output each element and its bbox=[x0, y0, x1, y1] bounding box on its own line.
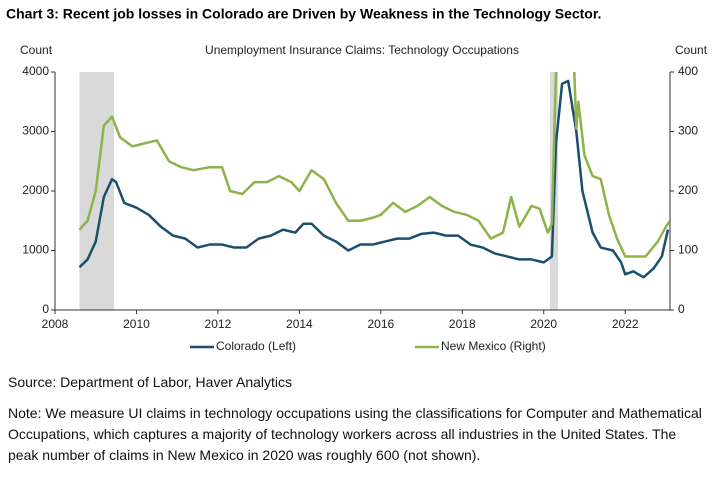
x-tick-label: 2018 bbox=[449, 317, 476, 331]
y2-tick-label: 300 bbox=[678, 124, 698, 138]
y-tick-label: 0 bbox=[42, 302, 49, 316]
chart-subtitle: Unemployment Insurance Claims: Technolog… bbox=[205, 43, 519, 57]
y-tick-label: 2000 bbox=[22, 183, 49, 197]
series-line bbox=[78, 72, 670, 258]
y-tick-label: 3000 bbox=[22, 124, 49, 138]
x-tick-label: 2008 bbox=[42, 317, 69, 331]
x-tick-label: 2012 bbox=[205, 317, 232, 331]
chart: Chart 3: Recent job losses in Colorado a… bbox=[6, 6, 708, 353]
source: Source: Department of Labor, Haver Analy… bbox=[8, 374, 293, 390]
y2-axis-label: Count bbox=[675, 43, 708, 57]
y-axis-label: Count bbox=[20, 43, 53, 57]
y2-tick-label: 0 bbox=[678, 302, 685, 316]
legend-label: New Mexico (Right) bbox=[441, 339, 546, 353]
x-tick-label: 2022 bbox=[612, 317, 639, 331]
x-tick-label: 2016 bbox=[367, 317, 394, 331]
x-tick-label: 2020 bbox=[530, 317, 557, 331]
series-line bbox=[78, 79, 670, 279]
y2-tick-label: 200 bbox=[678, 183, 698, 197]
y-tick-label: 1000 bbox=[22, 243, 49, 257]
y-tick-label: 4000 bbox=[22, 64, 49, 78]
x-tick-label: 2010 bbox=[123, 317, 150, 331]
y2-tick-label: 400 bbox=[678, 64, 698, 78]
plot-area bbox=[78, 72, 670, 279]
note: Note: We measure UI claims in technology… bbox=[8, 405, 702, 463]
chart-title: Chart 3: Recent job losses in Colorado a… bbox=[6, 6, 601, 22]
x-tick-label: 2014 bbox=[286, 317, 313, 331]
legend-label: Colorado (Left) bbox=[216, 339, 296, 353]
y2-tick-label: 100 bbox=[678, 243, 698, 257]
